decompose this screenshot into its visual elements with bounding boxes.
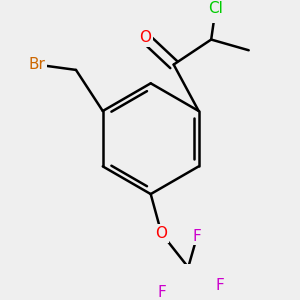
Text: F: F — [193, 229, 202, 244]
Text: F: F — [215, 278, 224, 293]
Text: O: O — [139, 30, 151, 45]
Text: Cl: Cl — [208, 1, 223, 16]
Text: O: O — [155, 226, 167, 241]
Text: F: F — [157, 285, 166, 300]
Text: Br: Br — [28, 57, 45, 72]
